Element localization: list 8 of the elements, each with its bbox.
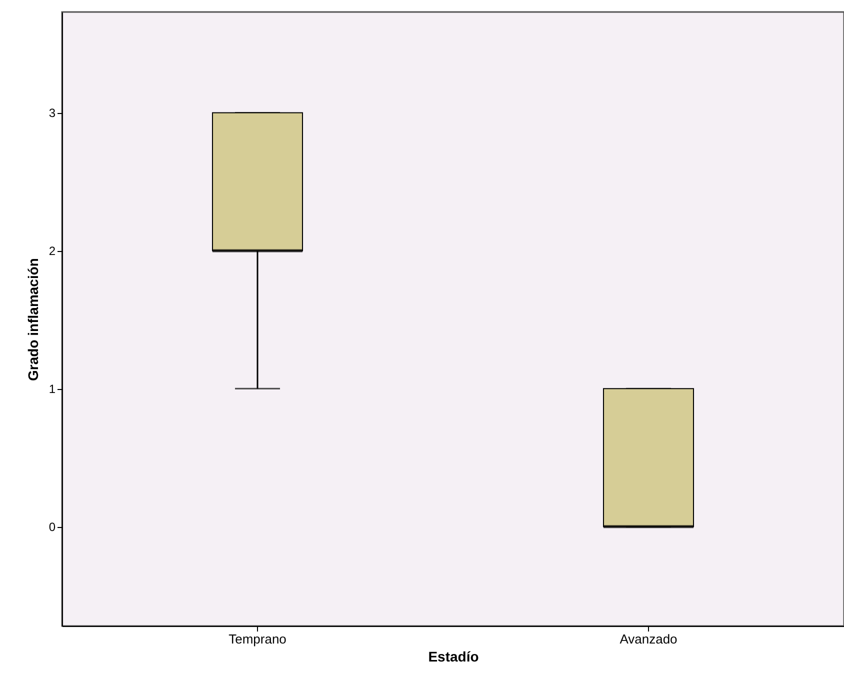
x-tick-label: Avanzado: [620, 632, 678, 646]
y-tick-label: 2: [48, 244, 56, 258]
y-axis-title: Grado inflamación: [24, 258, 41, 381]
x-tick-label: Temprano: [228, 632, 286, 646]
x-axis-title: Estadío: [428, 648, 479, 664]
y-tick-label: 1: [48, 382, 56, 396]
y-tick-label: 3: [48, 106, 56, 120]
y-tick-label: 0: [48, 520, 56, 534]
